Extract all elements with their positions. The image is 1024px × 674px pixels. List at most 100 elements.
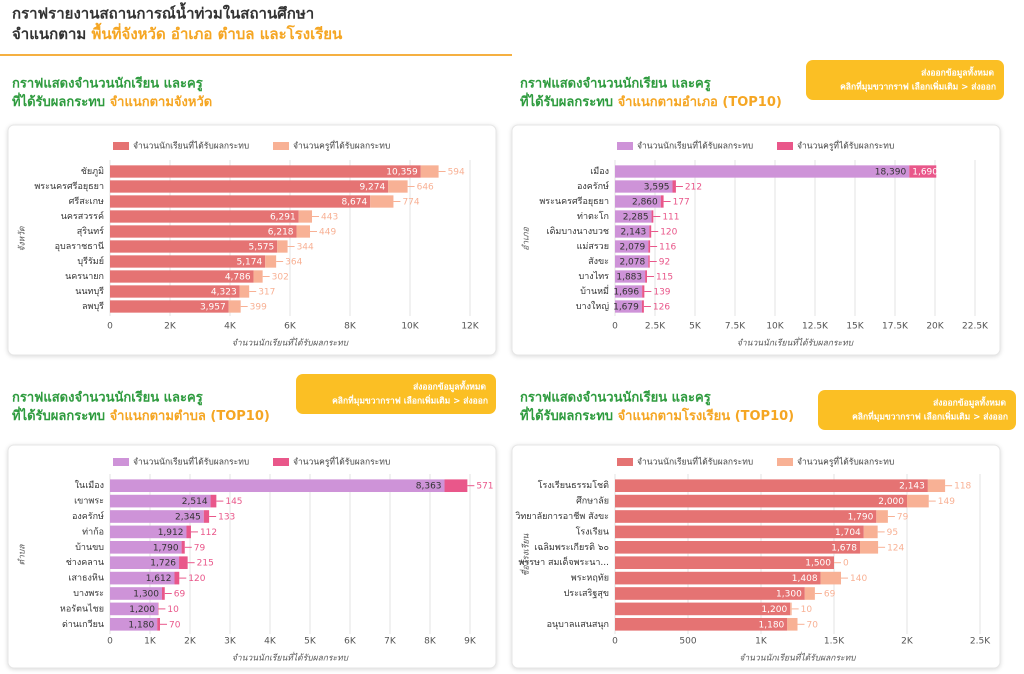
value-label: 1,690 [912,168,938,178]
bar-segment [907,494,929,508]
bar-segment [876,510,888,523]
value-label: 115 [656,273,673,283]
bar-segment [110,210,299,223]
bar-segment [615,165,910,178]
category-label: วิทยาลัยการอาชีพ สังขะ [515,511,609,522]
subtitle-highlight: พื้นที่จังหวัด อำเภอ ตำบล และโรงเรียน [92,22,344,43]
bar-segment [110,494,211,508]
legend-swatch [113,458,129,466]
x-tick-label: 3K [224,637,237,647]
subtitle-highlight: จำแนกตามตำบล (TOP10) [110,408,270,424]
bar-segment [927,479,946,493]
chart-subtitle: ที่ได้รับผลกระทบ จำแนกตามโรงเรียน (TOP10… [520,406,794,424]
category-label: โรงเรียน [576,526,609,537]
x-tick-label: 1K [755,637,768,647]
x-tick-label: 7K [384,637,397,647]
bar-segment [110,240,278,253]
value-label: 2,078 [619,258,645,268]
value-label: 2,079 [619,243,645,253]
export-button[interactable] [806,60,1004,100]
category-label: นนทบุรี [75,286,104,297]
x-tick-label: 4K [224,322,237,332]
value-label: 449 [319,228,336,238]
value-label: 212 [685,183,702,193]
value-label: 1,300 [133,590,159,600]
x-tick-label: 2K [164,322,177,332]
value-label: 2,514 [182,497,208,507]
value-label: 70 [807,620,819,630]
x-tick-label: 17.5K [882,322,909,332]
category-label: บางใหญ่ [576,301,609,312]
category-label: ท่าก้อ [82,526,104,537]
category-label: ช่างคลาน [66,558,104,568]
value-label: 215 [197,559,214,569]
legend-label: จำนวนนักเรียนที่ได้รับผลกระทบ [133,456,249,468]
category-label: องครักษ์ [72,510,104,522]
value-label: 111 [662,213,679,223]
export-button-line2[interactable]: คลิกที่มุมขวากราฟ เลือกเพิ่มเติม > ส่งออ… [852,410,1008,423]
x-tick-label: 0 [107,322,113,332]
value-label: 120 [188,574,205,584]
bar-segment [642,285,645,298]
value-label: 10 [167,605,179,615]
bar-segment [186,525,191,539]
value-label: 6,291 [270,213,296,223]
bar-segment [909,165,937,178]
bar-segment [615,494,907,508]
export-button-line2[interactable]: คลิกที่มุมขวากราฟ เลือกเพิ่มเติม > ส่งออ… [332,394,488,407]
bar-segment [444,479,468,493]
bar-segment [110,255,266,268]
x-tick-label: 8K [344,322,357,332]
bar-segment [649,225,652,238]
x-tick-label: 15K [846,322,864,332]
value-label: 140 [850,574,867,584]
value-label: 2,860 [632,198,658,208]
x-tick-label: 22.5K [962,322,989,332]
category-label: บ้านขบ [75,542,104,553]
value-label: 1,912 [158,528,184,538]
bar-segment [615,587,805,600]
export-button-line1[interactable]: ส่งออกข้อมูลทั้งหมด [413,380,486,393]
category-label: บ้านหมี่ [580,284,609,297]
chart-title: กราฟแสดงจำนวนนักเรียน และครู [520,76,711,92]
bar-segment [174,571,180,585]
category-label: บางพระ [73,589,104,599]
export-button-line1[interactable]: ส่งออกข้อมูลทั้งหมด [921,66,994,79]
x-tick-label: 9K [464,637,477,647]
x-tick-label: 2K [184,637,197,647]
export-button[interactable] [296,374,496,414]
x-tick-label: 12.5K [802,322,829,332]
subtitle-highlight: จำแนกตามจังหวัด [110,94,213,110]
x-tick-label: 500 [679,637,696,647]
export-button[interactable] [818,390,1016,430]
legend-swatch [777,142,793,150]
bar-segment [651,210,654,223]
subtitle-prefix: ที่ได้รับผลกระทบ [12,406,105,424]
chart-title: กราฟแสดงจำนวนนักเรียน และครู [12,390,203,406]
x-tick-label: 5K [689,322,702,332]
export-button-line2[interactable]: คลิกที่มุมขวากราฟ เลือกเพิ่มเติม > ส่งออ… [840,80,996,93]
value-label: 344 [297,243,314,253]
export-button-line1[interactable]: ส่งออกข้อมูลทั้งหมด [933,396,1006,409]
category-label: พระหฤทัย [571,574,609,584]
bar-segment [110,225,297,238]
value-label: 145 [225,497,242,507]
value-label: 1,790 [848,513,874,523]
bar-segment [162,587,165,600]
category-label: บุรีรัมย์ [77,255,104,267]
y-axis-label: ตำบล [18,544,28,566]
value-label: 1,679 [613,303,639,313]
bar-segment [615,617,788,631]
bar-segment [648,240,651,253]
bar-segment [110,285,240,298]
value-label: 1,696 [613,288,639,298]
value-label: 594 [448,168,465,178]
x-axis-label: จำนวนนักเรียนที่ได้รับผลกระทบ [739,652,856,664]
bar-segment [648,255,650,268]
y-axis-label: ชื่อโรงเรียน [520,534,532,577]
bar-segment [615,556,834,570]
bar-segment [277,240,288,253]
bar-segment [615,240,649,253]
value-label: 139 [653,288,670,298]
